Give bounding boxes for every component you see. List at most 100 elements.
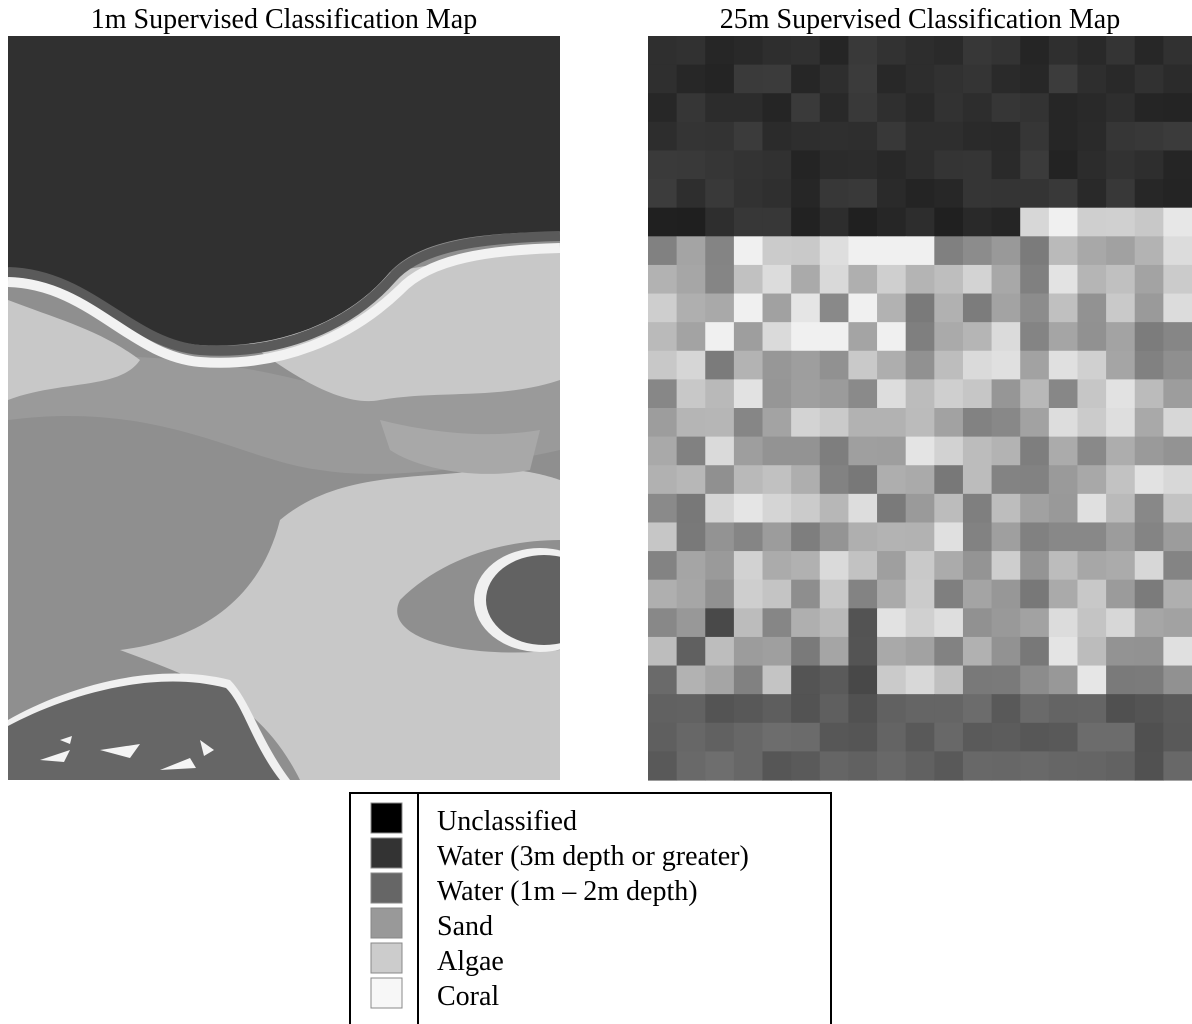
pixel (992, 751, 1021, 780)
pixel (963, 294, 992, 323)
pixel (705, 608, 734, 637)
pixel (763, 437, 792, 466)
pixel (1049, 122, 1078, 151)
pixel (877, 208, 906, 237)
legend-label: Sand (437, 911, 493, 942)
pixel (1106, 351, 1135, 380)
pixel (1106, 408, 1135, 437)
pixel (734, 65, 763, 94)
pixel (1049, 65, 1078, 94)
pixel (677, 122, 706, 151)
pixel (763, 236, 792, 265)
pixel (1020, 93, 1049, 122)
pixel (877, 408, 906, 437)
pixel (1020, 236, 1049, 265)
pixel (763, 150, 792, 179)
pixel (992, 580, 1021, 609)
pixel (734, 494, 763, 523)
pixel (1135, 265, 1164, 294)
pixel (877, 150, 906, 179)
pixel (934, 351, 963, 380)
pixel (963, 608, 992, 637)
pixel (1020, 723, 1049, 752)
pixel (763, 637, 792, 666)
pixel (791, 608, 820, 637)
pixel (648, 379, 677, 408)
pixel (734, 408, 763, 437)
pixel (877, 494, 906, 523)
pixel (1135, 150, 1164, 179)
pixel (820, 351, 849, 380)
pixel (791, 93, 820, 122)
pixel (705, 637, 734, 666)
pixel (1020, 551, 1049, 580)
pixel (877, 608, 906, 637)
pixel (1020, 379, 1049, 408)
pixel (705, 494, 734, 523)
pixel (705, 179, 734, 208)
pixel (1135, 208, 1164, 237)
pixel (906, 408, 935, 437)
pixel (1077, 522, 1106, 551)
pixel (934, 36, 963, 65)
pixel (763, 351, 792, 380)
pixel (677, 637, 706, 666)
pixel (677, 379, 706, 408)
pixel (734, 36, 763, 65)
pixel (791, 408, 820, 437)
pixel (648, 608, 677, 637)
pixel (1077, 379, 1106, 408)
pixel (848, 494, 877, 523)
pixel (906, 294, 935, 323)
pixel (705, 236, 734, 265)
pixel (1106, 93, 1135, 122)
pixel (791, 122, 820, 151)
pixel (648, 408, 677, 437)
legend-label: Algae (437, 946, 504, 977)
pixel (734, 637, 763, 666)
pixel (820, 666, 849, 695)
pixel (1135, 294, 1164, 323)
pixel (992, 551, 1021, 580)
pixel (677, 580, 706, 609)
pixel (1049, 322, 1078, 351)
pixel (934, 694, 963, 723)
pixel (1163, 580, 1192, 609)
pixel (734, 236, 763, 265)
pixel (848, 522, 877, 551)
pixel (820, 465, 849, 494)
pixel (877, 322, 906, 351)
pixel (791, 208, 820, 237)
pixel (963, 265, 992, 294)
pixel (791, 379, 820, 408)
pixel (763, 65, 792, 94)
pixel (963, 122, 992, 151)
pixel (934, 608, 963, 637)
pixel (1049, 36, 1078, 65)
pixel (705, 465, 734, 494)
pixel (992, 179, 1021, 208)
pixel (1106, 36, 1135, 65)
pixel (1106, 580, 1135, 609)
pixel (705, 265, 734, 294)
pixel (848, 666, 877, 695)
pixel (648, 637, 677, 666)
pixel (1135, 694, 1164, 723)
pixel (1049, 179, 1078, 208)
pixel (1106, 322, 1135, 351)
pixel (1049, 265, 1078, 294)
pixel (1135, 408, 1164, 437)
pixel (677, 408, 706, 437)
pixel (648, 694, 677, 723)
pixel (648, 65, 677, 94)
pixel (1049, 351, 1078, 380)
pixel (820, 608, 849, 637)
pixel (1049, 551, 1078, 580)
pixel (1020, 408, 1049, 437)
pixel (906, 265, 935, 294)
pixel (705, 437, 734, 466)
pixel (1135, 437, 1164, 466)
pixel (906, 322, 935, 351)
pixel (992, 666, 1021, 695)
pixel (820, 179, 849, 208)
